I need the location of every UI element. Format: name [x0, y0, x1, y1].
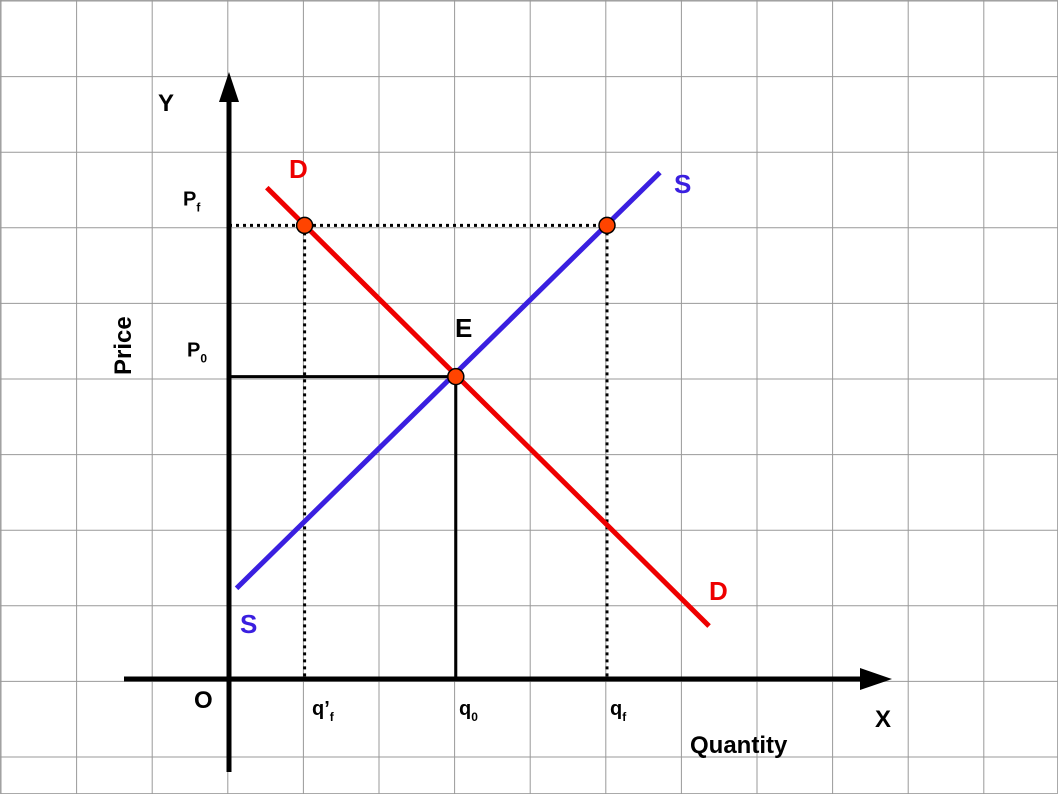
price-label-pf: Pf [183, 188, 201, 214]
labels: Y X O Price Quantity Pf P0 q’f q0 qf D D S S E [110, 90, 891, 759]
x-axis-letter: X [875, 706, 891, 733]
x-axis-arrow-icon [860, 668, 892, 690]
y-axis-title: Price [110, 316, 137, 375]
supply-label-start: S [240, 609, 257, 639]
x-axis-title: Quantity [690, 732, 788, 759]
intersection-marker [447, 367, 465, 386]
origin-label: O [194, 687, 213, 714]
y-axis-arrow-icon [219, 72, 239, 102]
guide-lines [229, 223, 609, 679]
demand-label-end: D [709, 576, 728, 606]
axes [124, 72, 892, 772]
equilibrium-label: E [455, 313, 472, 343]
price-label-p0: P0 [187, 340, 207, 366]
markers [295, 216, 616, 386]
series-line-d [265, 185, 711, 628]
quantity-label-qf: qf [610, 698, 627, 724]
demand-label-start: D [289, 154, 308, 184]
quantity-label-q0: q0 [459, 698, 478, 724]
quantity-label-qpf: q’f [312, 698, 335, 724]
intersection-marker [598, 216, 616, 235]
supply-label-end: S [674, 169, 691, 199]
y-axis-letter: Y [158, 90, 174, 117]
intersection-marker [295, 216, 314, 235]
